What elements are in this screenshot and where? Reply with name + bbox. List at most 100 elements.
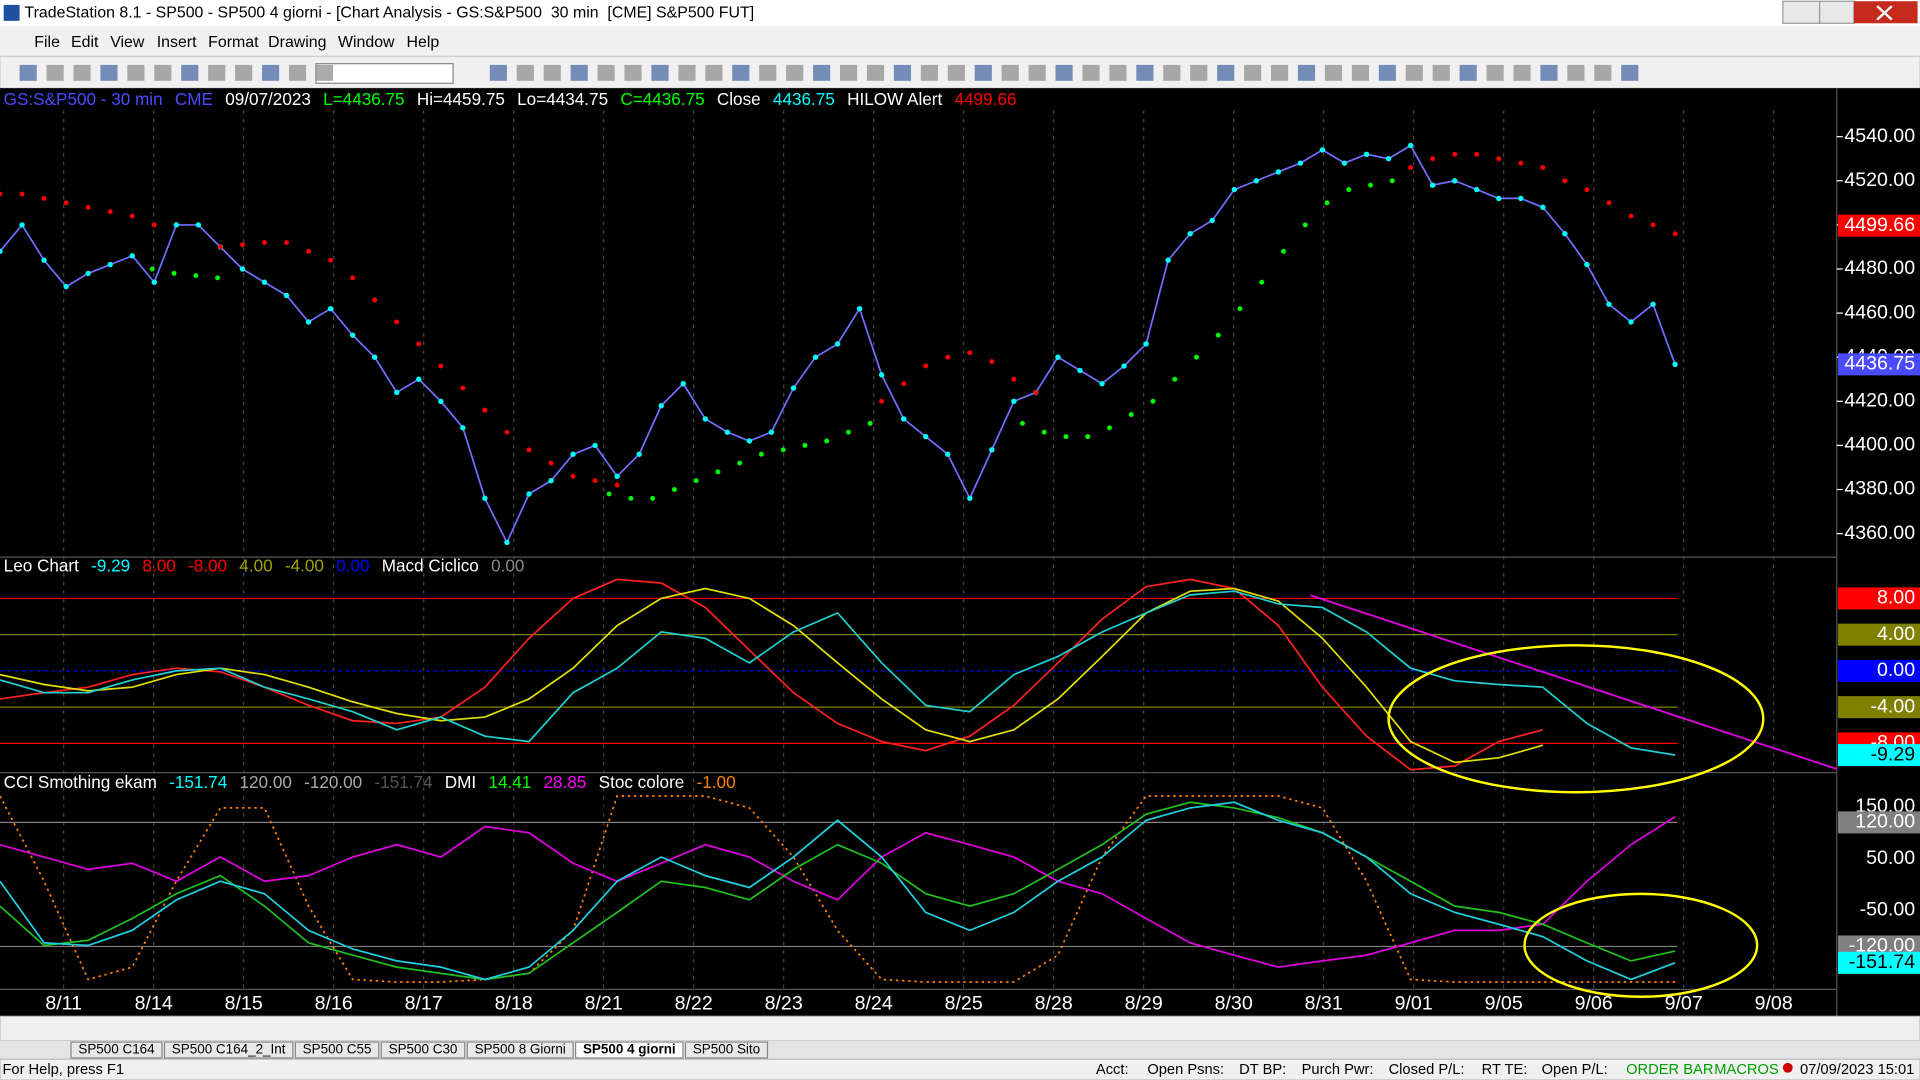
y-tick-label: 50.00 — [1866, 847, 1915, 869]
series-dot — [879, 398, 885, 404]
maximize-button[interactable] — [1818, 0, 1855, 24]
series-dot — [217, 244, 223, 250]
series-dot — [350, 275, 356, 281]
series-dot — [149, 266, 155, 272]
series-dot — [737, 460, 743, 466]
series-dot — [284, 240, 289, 245]
sheet-tab[interactable] — [380, 1041, 466, 1059]
series-dot — [1302, 222, 1308, 228]
window-title: TradeStation 8.1 - SP500 - SP500 4 giorn… — [24, 5, 754, 22]
menu-item[interactable]: Window — [338, 34, 395, 51]
x-tick-label: 8/24 — [855, 992, 893, 1014]
series-dot — [349, 332, 356, 338]
series-dot — [570, 473, 576, 479]
series-dot — [526, 447, 532, 453]
menu-item[interactable]: Drawing — [268, 34, 326, 51]
tool-icon — [100, 64, 118, 81]
series-dot — [1077, 367, 1083, 374]
series-dot — [1496, 195, 1502, 202]
x-tick-label: 8/17 — [405, 992, 443, 1014]
tool-icon — [1109, 64, 1127, 81]
x-tick-label: 9/05 — [1485, 992, 1523, 1014]
plots — [0, 110, 1775, 990]
tool-icon — [1136, 64, 1154, 81]
panel-header: L=4436.75 — [323, 89, 404, 109]
series-dot — [1650, 301, 1656, 307]
series-dot — [416, 376, 422, 382]
minimize-button[interactable] — [1782, 0, 1821, 24]
series-dot — [923, 433, 929, 440]
toolbar-dropdown[interactable] — [315, 63, 454, 84]
y-tick-label: 4540.00 — [1844, 125, 1915, 147]
series-dot — [129, 213, 135, 219]
tool-icon — [46, 64, 64, 81]
y-tick-label: 4480.00 — [1844, 257, 1915, 279]
series-dot — [1628, 319, 1634, 325]
series-dot — [151, 222, 157, 228]
tool-icon — [920, 64, 938, 81]
series-dot — [438, 363, 444, 369]
y-tick-label: 0.00 — [1877, 659, 1915, 681]
scrollbar[interactable] — [0, 1015, 1920, 1042]
trend-line — [1309, 594, 1838, 770]
series-dot — [460, 425, 466, 431]
panel-header: Lo=4434.75 — [517, 89, 608, 109]
price-marker-label: 4436.75 — [1844, 353, 1915, 375]
menu-item[interactable]: Insert — [157, 34, 197, 51]
series-dot — [650, 495, 656, 501]
series-dot — [1474, 186, 1480, 193]
sheet-tab[interactable] — [294, 1041, 380, 1059]
tool-icon — [570, 64, 588, 81]
series-dot — [107, 209, 113, 215]
tool-icon — [1567, 64, 1585, 81]
x-tick-label: 8/16 — [315, 992, 353, 1014]
menu-item[interactable]: Format — [208, 34, 259, 51]
series-dot — [283, 292, 290, 299]
series-dot — [1606, 301, 1612, 307]
series-dot — [262, 240, 267, 245]
tool-icon — [1486, 64, 1504, 81]
series-dot — [1165, 257, 1171, 263]
sheet-tab[interactable] — [163, 1041, 294, 1059]
menu-item[interactable]: File — [34, 34, 60, 51]
panel-header: -151.74 — [169, 772, 228, 792]
series-dot — [989, 447, 995, 453]
close-icon — [1876, 5, 1893, 21]
x-tick-label: 8/18 — [495, 992, 533, 1014]
series-dot — [1297, 160, 1304, 166]
panel-header: C=4436.75 — [620, 89, 704, 109]
x-tick-label: 9/08 — [1755, 992, 1793, 1014]
series-dot — [790, 385, 797, 391]
series-dot — [482, 407, 488, 413]
tool-icon — [516, 64, 534, 81]
tool-icon — [1001, 64, 1019, 81]
series-dot — [824, 438, 830, 444]
tool-icon — [732, 64, 750, 81]
x-tick-label: 8/25 — [945, 992, 983, 1014]
series-dot — [592, 442, 598, 449]
menu-item[interactable]: View — [110, 34, 145, 51]
series-dot — [85, 270, 91, 277]
menu-item[interactable]: Edit — [71, 34, 99, 51]
sheet-tab[interactable] — [684, 1041, 769, 1059]
sheet-tab[interactable] — [70, 1041, 163, 1059]
sheet-tab[interactable] — [574, 1041, 684, 1059]
sheet-tab[interactable] — [466, 1041, 574, 1059]
tool-icon — [947, 64, 965, 81]
series-dot — [1429, 182, 1436, 188]
series-dot — [1672, 361, 1678, 368]
x-tick-label: 9/01 — [1395, 992, 1433, 1014]
series-dot — [834, 341, 841, 347]
series-dot — [0, 191, 3, 197]
series-dot — [19, 191, 25, 197]
series-dot — [802, 442, 808, 448]
series-dot — [900, 416, 907, 422]
panel-header: 0.00 — [491, 555, 524, 575]
series-dot — [758, 451, 764, 457]
x-tick-label: 8/30 — [1215, 992, 1253, 1014]
series-dot — [19, 222, 25, 228]
series-dot — [614, 482, 620, 488]
series-dot — [1121, 363, 1127, 369]
series-dot — [129, 253, 135, 259]
menu-item[interactable]: Help — [407, 34, 440, 51]
